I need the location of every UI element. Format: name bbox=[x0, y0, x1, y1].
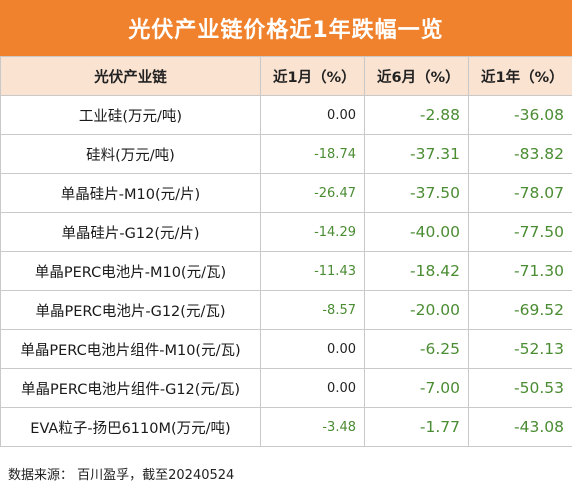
header-chain: 光伏产业链 bbox=[0, 56, 261, 96]
row-name: EVA粒子-扬巴6110M(万元/吨) bbox=[0, 407, 261, 447]
cell-6-month: -37.31 bbox=[364, 134, 469, 174]
cell-1-year: -43.08 bbox=[468, 407, 572, 447]
row-name: 单晶硅片-M10(元/片) bbox=[0, 173, 261, 213]
row-name: 单晶PERC电池片-G12(元/瓦) bbox=[0, 290, 261, 330]
cell-1-year: -50.53 bbox=[468, 368, 572, 408]
table-row: 硅料(万元/吨) -18.74 -37.31 -83.82 bbox=[0, 134, 572, 174]
table-row: 单晶PERC电池片-G12(元/瓦) -8.57 -20.00 -69.52 bbox=[0, 290, 572, 330]
table-header-row: 光伏产业链 近1月（%） 近6月（%） 近1年（%） bbox=[0, 56, 572, 96]
cell-6-month: -6.25 bbox=[364, 329, 469, 369]
cell-1-year: -83.82 bbox=[468, 134, 572, 174]
table-row: 单晶PERC电池片组件-M10(元/瓦) 0.00 -6.25 -52.13 bbox=[0, 329, 572, 369]
cell-6-month: -20.00 bbox=[364, 290, 469, 330]
data-source-note: 数据来源： 百川盈孚，截至20240524 bbox=[8, 468, 235, 483]
cell-6-month: -18.42 bbox=[364, 251, 469, 291]
cell-1-month: -18.74 bbox=[260, 134, 365, 174]
header-1-month: 近1月（%） bbox=[260, 56, 365, 96]
cell-6-month: -37.50 bbox=[364, 173, 469, 213]
row-name: 工业硅(万元/吨) bbox=[0, 95, 261, 135]
cell-1-month: 0.00 bbox=[260, 329, 365, 369]
cell-1-month: 0.00 bbox=[260, 95, 365, 135]
page-title: 光伏产业链价格近1年跌幅一览 bbox=[128, 18, 444, 43]
table-row: EVA粒子-扬巴6110M(万元/吨) -3.48 -1.77 -43.08 bbox=[0, 407, 572, 447]
cell-1-year: -78.07 bbox=[468, 173, 572, 213]
cell-1-year: -69.52 bbox=[468, 290, 572, 330]
table-row: 单晶PERC电池片-M10(元/瓦) -11.43 -18.42 -71.30 bbox=[0, 251, 572, 291]
cell-1-month: -26.47 bbox=[260, 173, 365, 213]
price-decline-table: 光伏产业链 近1月（%） 近6月（%） 近1年（%） 工业硅(万元/吨) 0.0… bbox=[0, 56, 572, 447]
table-row: 工业硅(万元/吨) 0.00 -2.88 -36.08 bbox=[0, 95, 572, 135]
cell-1-month: -3.48 bbox=[260, 407, 365, 447]
cell-1-month: 0.00 bbox=[260, 368, 365, 408]
header-1-year: 近1年（%） bbox=[468, 56, 572, 96]
cell-6-month: -1.77 bbox=[364, 407, 469, 447]
cell-6-month: -2.88 bbox=[364, 95, 469, 135]
row-name: 单晶PERC电池片组件-M10(元/瓦) bbox=[0, 329, 261, 369]
table-row: 单晶PERC电池片组件-G12(元/瓦) 0.00 -7.00 -50.53 bbox=[0, 368, 572, 408]
cell-1-year: -52.13 bbox=[468, 329, 572, 369]
table-row: 单晶硅片-M10(元/片) -26.47 -37.50 -78.07 bbox=[0, 173, 572, 213]
cell-1-month: -8.57 bbox=[260, 290, 365, 330]
cell-1-year: -71.30 bbox=[468, 251, 572, 291]
row-name: 单晶PERC电池片组件-G12(元/瓦) bbox=[0, 368, 261, 408]
cell-6-month: -7.00 bbox=[364, 368, 469, 408]
cell-1-year: -77.50 bbox=[468, 212, 572, 252]
row-name: 单晶硅片-G12(元/片) bbox=[0, 212, 261, 252]
cell-1-month: -11.43 bbox=[260, 251, 365, 291]
cell-1-year: -36.08 bbox=[468, 95, 572, 135]
cell-6-month: -40.00 bbox=[364, 212, 469, 252]
title-bar: 光伏产业链价格近1年跌幅一览 bbox=[0, 0, 572, 56]
row-name: 硅料(万元/吨) bbox=[0, 134, 261, 174]
row-name: 单晶PERC电池片-M10(元/瓦) bbox=[0, 251, 261, 291]
table-row: 单晶硅片-G12(元/片) -14.29 -40.00 -77.50 bbox=[0, 212, 572, 252]
cell-1-month: -14.29 bbox=[260, 212, 365, 252]
header-6-month: 近6月（%） bbox=[364, 56, 469, 96]
